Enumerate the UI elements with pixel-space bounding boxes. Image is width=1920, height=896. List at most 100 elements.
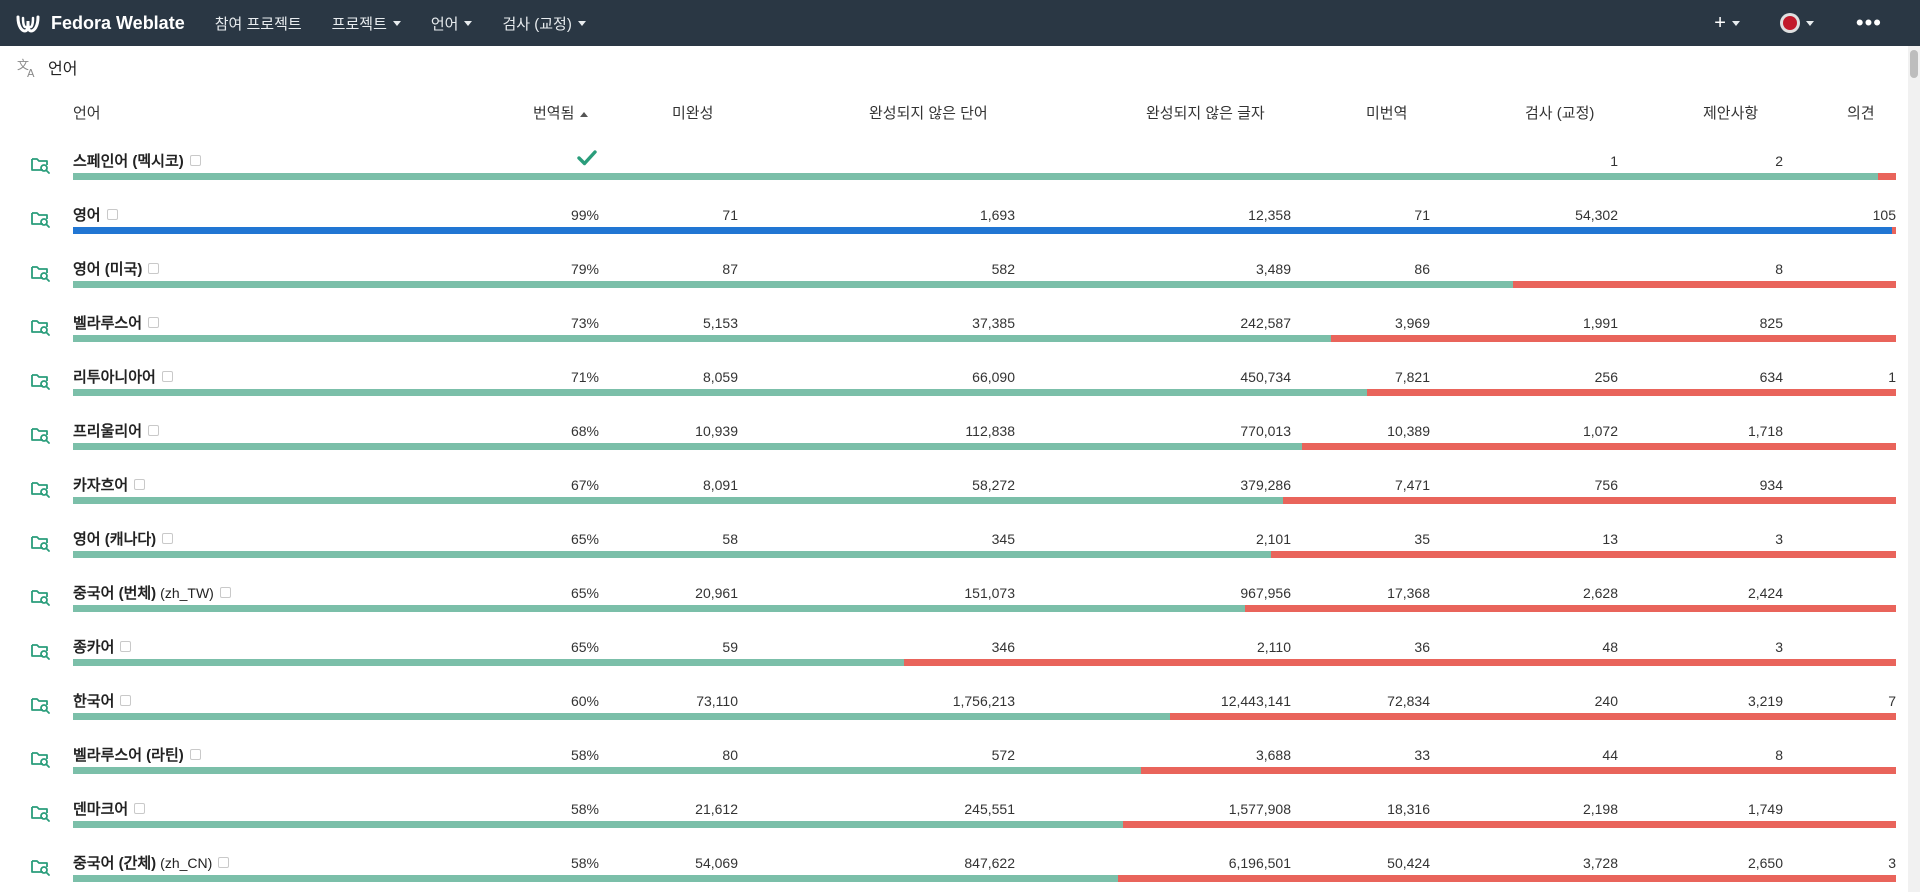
cell-unfinished-words[interactable]: 66,090 [972, 369, 1015, 385]
cell-unfinished[interactable]: 8,091 [702, 477, 738, 493]
cell-untranslated[interactable]: 50,424 [1387, 855, 1430, 871]
cell-suggestions[interactable]: 8 [1775, 261, 1783, 277]
cell-untranslated[interactable]: 33 [1414, 747, 1430, 763]
cell-suggestions[interactable]: 3,219 [1747, 693, 1783, 709]
table-row[interactable]: 중국어 (번체) (zh_TW) 65% 20,961 151,073 967,956 17… [0, 572, 1920, 626]
column-header-translated[interactable]: 번역됨 [533, 102, 589, 123]
cell-untranslated[interactable]: 10,389 [1387, 423, 1430, 439]
cell-unfinished-chars[interactable]: 2,101 [1255, 531, 1291, 547]
cell-untranslated[interactable]: 7,471 [1394, 477, 1430, 493]
language-link[interactable]: 한국어 [73, 690, 132, 711]
column-header-unfinished[interactable]: 미완성 [672, 102, 713, 123]
user-menu-button[interactable] [1779, 13, 1814, 33]
cell-unfinished-chars[interactable]: 2,110 [1257, 639, 1291, 655]
cell-untranslated[interactable]: 36 [1414, 639, 1430, 655]
cell-checks[interactable]: 240 [1594, 693, 1618, 709]
cell-unfinished-chars[interactable]: 450,734 [1240, 369, 1291, 385]
cell-unfinished-chars[interactable]: 12,443,141 [1220, 693, 1291, 709]
cell-suggestions[interactable]: 825 [1759, 315, 1783, 331]
cell-unfinished-chars[interactable]: 3,688 [1255, 747, 1291, 763]
scrollbar-thumb[interactable] [1910, 50, 1918, 78]
table-row[interactable]: 중국어 (간체) (zh_CN) 58% 54,069 847,622 6,196,501… [0, 842, 1920, 896]
cell-untranslated[interactable]: 17,368 [1387, 585, 1430, 601]
cell-suggestions[interactable]: 8 [1775, 747, 1783, 763]
folder-search-icon[interactable] [30, 424, 50, 444]
cell-unfinished-words[interactable]: 1,756,213 [952, 693, 1015, 709]
language-link[interactable]: 벨라루스어 [73, 312, 160, 333]
table-row[interactable]: 영어 99% 71 1,693 12,358 71 54,302 105 [0, 194, 1920, 248]
cell-unfinished-chars[interactable]: 6,196,501 [1228, 855, 1291, 871]
cell-suggestions[interactable]: 3 [1775, 639, 1783, 655]
cell-comments[interactable]: 1 [1888, 369, 1896, 385]
cell-unfinished-chars[interactable]: 12,358 [1248, 207, 1291, 223]
column-header-suggestions[interactable]: 제안사항 [1703, 102, 1758, 123]
table-row[interactable]: 프리울리어 68% 10,939 112,838 770,013 10,389 1,072 1… [0, 410, 1920, 464]
folder-search-icon[interactable] [30, 208, 50, 228]
cell-unfinished-chars[interactable]: 1,577,908 [1228, 801, 1291, 817]
language-link[interactable]: 중국어 (간체) (zh_CN) [73, 852, 230, 873]
cell-suggestions[interactable]: 634 [1759, 369, 1783, 385]
table-row[interactable]: 벨라루스어 73% 5,153 37,385 242,587 3,969 1,991 825 [0, 302, 1920, 356]
table-row[interactable]: 영어 (캐나다) 65% 58 345 2,101 35 13 3 [0, 518, 1920, 572]
cell-checks[interactable]: 256 [1594, 369, 1618, 385]
cell-comments[interactable]: 105 [1872, 207, 1896, 223]
language-link[interactable]: 프리울리어 [73, 420, 160, 441]
column-header-unfinished-chars[interactable]: 완성되지 않은 글자 [1146, 102, 1265, 123]
language-link[interactable]: 벨라루스어 (라틴) [73, 744, 201, 765]
language-link[interactable]: 영어 [73, 204, 118, 225]
folder-search-icon[interactable] [30, 532, 50, 552]
cell-suggestions[interactable]: 934 [1759, 477, 1783, 493]
cell-checks[interactable]: 1 [1610, 153, 1618, 169]
cell-suggestions[interactable]: 2 [1775, 153, 1783, 169]
cell-unfinished[interactable]: 20,961 [695, 585, 738, 601]
folder-search-icon[interactable] [30, 694, 50, 714]
language-link[interactable]: 덴마크어 [73, 798, 146, 819]
column-header-untranslated[interactable]: 미번역 [1366, 102, 1407, 123]
folder-search-icon[interactable] [30, 154, 50, 174]
language-link[interactable]: 영어 (캐나다) [73, 528, 174, 549]
cell-checks[interactable]: 44 [1602, 747, 1618, 763]
cell-checks[interactable]: 54,302 [1575, 207, 1618, 223]
page-scrollbar[interactable] [1908, 46, 1920, 892]
table-row[interactable]: 한국어 60% 73,110 1,756,213 12,443,141 72,834 240… [0, 680, 1920, 734]
language-link[interactable]: 종카어 [73, 636, 132, 657]
cell-unfinished[interactable]: 21,612 [695, 801, 738, 817]
add-menu-button[interactable]: + [1714, 12, 1740, 35]
cell-comments[interactable]: 7 [1888, 693, 1896, 709]
cell-unfinished-words[interactable]: 345 [991, 531, 1015, 547]
nav-item-checks[interactable]: 검사 (교정) [502, 13, 586, 34]
cell-untranslated[interactable]: 18,316 [1387, 801, 1430, 817]
cell-unfinished-words[interactable]: 582 [991, 261, 1015, 277]
cell-unfinished-words[interactable]: 151,073 [964, 585, 1015, 601]
cell-unfinished-chars[interactable]: 3,489 [1255, 261, 1291, 277]
cell-untranslated[interactable]: 71 [1414, 207, 1430, 223]
cell-suggestions[interactable]: 2,424 [1747, 585, 1783, 601]
cell-unfinished[interactable]: 8,059 [702, 369, 738, 385]
cell-unfinished[interactable]: 87 [722, 261, 738, 277]
table-row[interactable]: 리투아니아어 71% 8,059 66,090 450,734 7,821 256 634 1 [0, 356, 1920, 410]
cell-unfinished-words[interactable]: 346 [991, 639, 1015, 655]
cell-unfinished-words[interactable]: 37,385 [972, 315, 1015, 331]
language-link[interactable]: 리투아니아어 [73, 366, 173, 387]
cell-checks[interactable]: 2,628 [1582, 585, 1618, 601]
table-row[interactable]: 종카어 65% 59 346 2,110 36 48 3 [0, 626, 1920, 680]
language-link[interactable]: 카자흐어 [73, 474, 146, 495]
cell-unfinished-words[interactable]: 847,622 [964, 855, 1015, 871]
cell-checks[interactable]: 48 [1602, 639, 1618, 655]
nav-item-projects[interactable]: 프로젝트 [332, 13, 401, 34]
cell-checks[interactable]: 13 [1602, 531, 1618, 547]
cell-suggestions[interactable]: 2,650 [1747, 855, 1783, 871]
folder-search-icon[interactable] [30, 802, 50, 822]
cell-unfinished[interactable]: 5,153 [702, 315, 738, 331]
language-link[interactable]: 영어 (미국) [73, 258, 160, 279]
cell-untranslated[interactable]: 3,969 [1394, 315, 1430, 331]
table-row[interactable]: 카자흐어 67% 8,091 58,272 379,286 7,471 756 934 [0, 464, 1920, 518]
folder-search-icon[interactable] [30, 748, 50, 768]
column-header-comments[interactable]: 의견 [1847, 102, 1875, 123]
table-row[interactable]: 영어 (미국) 79% 87 582 3,489 86 8 [0, 248, 1920, 302]
folder-search-icon[interactable] [30, 856, 50, 876]
cell-unfinished[interactable]: 71 [722, 207, 738, 223]
cell-unfinished-words[interactable]: 112,838 [965, 423, 1015, 439]
cell-untranslated[interactable]: 35 [1414, 531, 1430, 547]
folder-search-icon[interactable] [30, 640, 50, 660]
